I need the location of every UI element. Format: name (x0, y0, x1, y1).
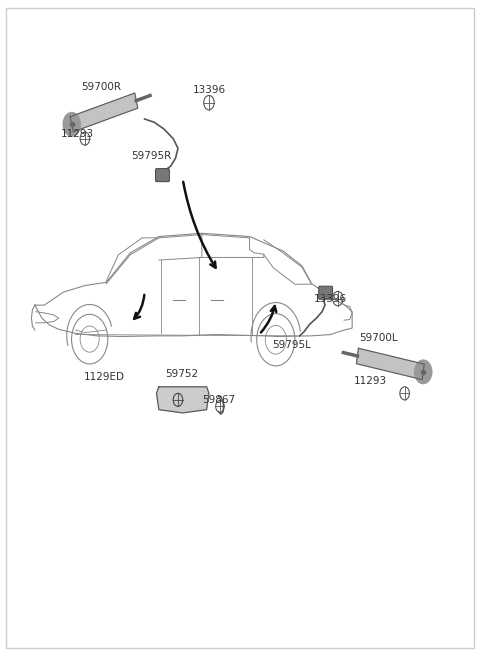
Polygon shape (357, 348, 424, 380)
Text: 13396: 13396 (192, 85, 226, 95)
Text: 1129ED: 1129ED (84, 372, 124, 382)
Text: 59752: 59752 (165, 369, 198, 379)
FancyBboxPatch shape (156, 169, 169, 182)
Text: 59700L: 59700L (359, 333, 398, 343)
Text: 13396: 13396 (314, 294, 347, 304)
Text: 59867: 59867 (202, 395, 235, 405)
Polygon shape (156, 387, 209, 413)
Polygon shape (70, 93, 138, 132)
FancyBboxPatch shape (319, 286, 333, 299)
Text: 11293: 11293 (61, 129, 94, 138)
Text: 11293: 11293 (354, 375, 387, 386)
Text: 59795R: 59795R (132, 152, 172, 161)
Circle shape (415, 360, 432, 384)
Text: 59795L: 59795L (272, 340, 311, 350)
Text: 59700R: 59700R (82, 81, 121, 92)
Circle shape (63, 113, 80, 136)
